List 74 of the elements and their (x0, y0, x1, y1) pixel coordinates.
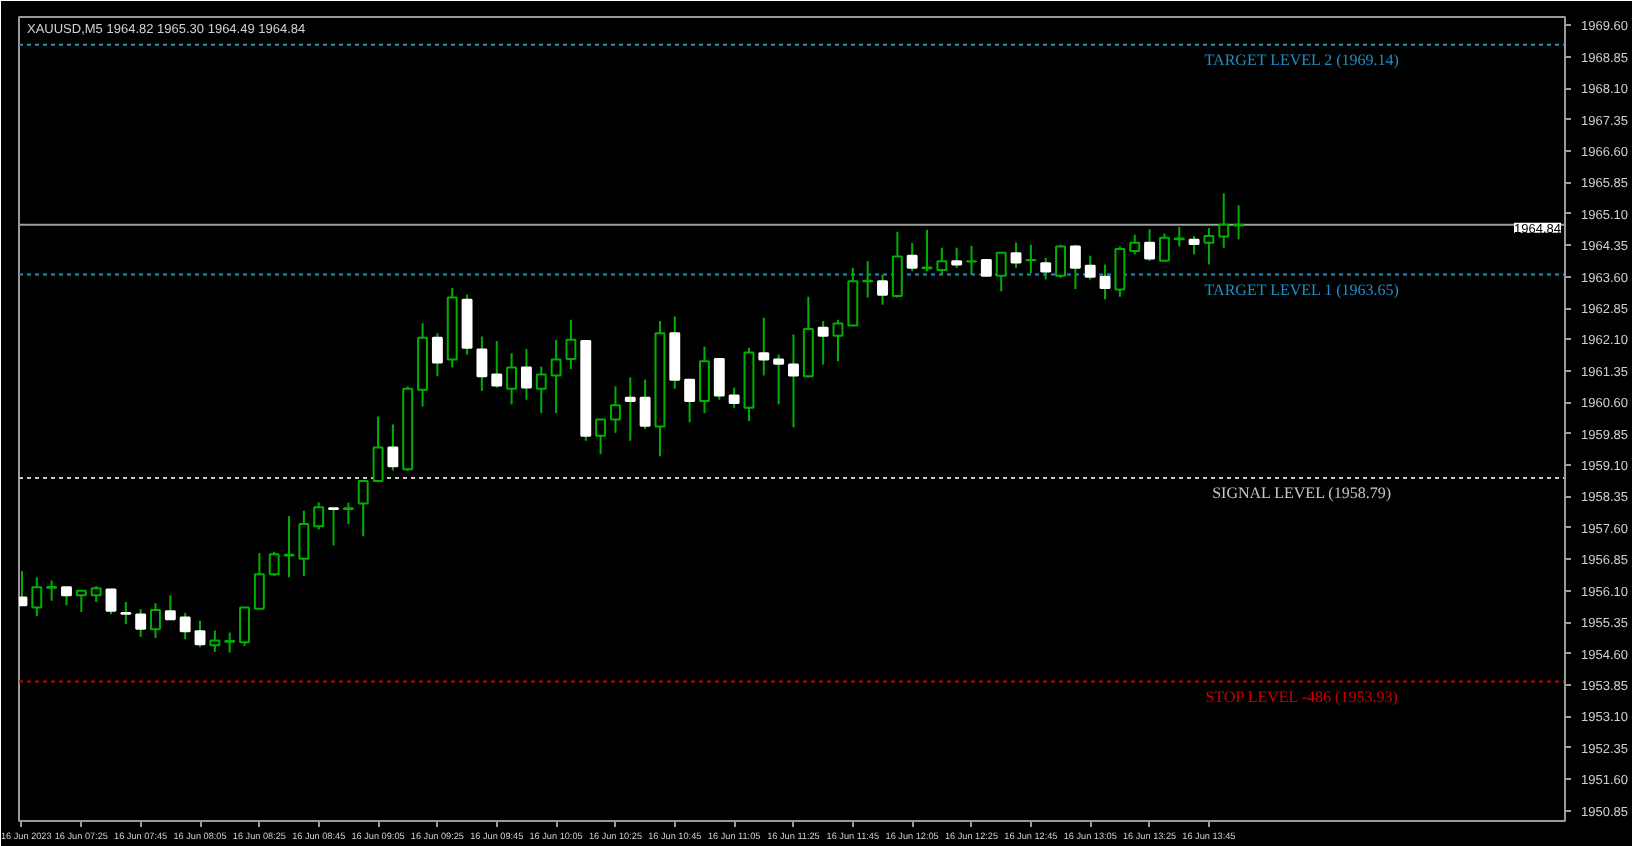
candlestick (298, 509, 310, 578)
candlestick (19, 570, 28, 607)
candlestick (699, 345, 710, 415)
candlestick (491, 340, 503, 389)
candlestick (61, 586, 72, 607)
candlestick (1025, 243, 1037, 275)
candlestick (535, 365, 547, 415)
candlestick (372, 415, 384, 482)
candlestick (1114, 245, 1126, 298)
candlestick (253, 552, 265, 610)
candlestick (105, 588, 117, 616)
candlestick (891, 230, 903, 299)
candlestick (936, 246, 948, 276)
candlestick (239, 606, 250, 647)
ref-line-label: TARGET LEVEL 2 (1969.14) (1204, 50, 1400, 69)
candlestick (802, 295, 814, 379)
candlestick (476, 335, 488, 392)
ref-line-label: SIGNAL LEVEL (1958.79) (1212, 484, 1392, 503)
candlestick (75, 589, 87, 614)
candlestick (1218, 192, 1230, 249)
candlestick (1203, 227, 1215, 266)
candlestick (164, 594, 176, 621)
candlestick (1129, 233, 1141, 256)
candlestick (669, 315, 681, 390)
ref-line-label: STOP LEVEL -486 (1953.93) (1205, 687, 1399, 706)
candlestick (684, 378, 696, 424)
candlestick (773, 353, 785, 406)
candlestick (847, 266, 859, 327)
candlestick (357, 479, 369, 538)
candlestick (328, 506, 339, 547)
candlestick (565, 318, 577, 371)
candlestick (713, 358, 725, 401)
candlestick (862, 260, 874, 299)
candlestick (728, 386, 740, 409)
candlestick (342, 501, 354, 526)
candlestick (431, 332, 443, 378)
candlestick (550, 338, 562, 415)
candlestick (995, 251, 1007, 293)
ref-line-label: TARGET LEVEL 1 (1963.65) (1204, 280, 1400, 299)
candlestick (921, 228, 933, 273)
candlestick (817, 320, 829, 366)
candlestick (120, 600, 132, 626)
candlestick (31, 576, 43, 618)
candlestick (46, 579, 58, 602)
candlestick (268, 550, 280, 578)
candlestick (951, 246, 963, 269)
candlestick (150, 602, 161, 640)
candlestick (966, 244, 977, 276)
candlestick (906, 242, 918, 273)
candlestick (788, 333, 799, 429)
candlestick (1010, 241, 1022, 269)
candlestick (595, 418, 607, 456)
candlestick (609, 385, 621, 434)
candlestick (520, 348, 532, 401)
candlestick (224, 631, 236, 654)
candlestick (1084, 254, 1096, 281)
candlestick (758, 316, 770, 377)
candlestick (283, 515, 295, 579)
candlestick (639, 378, 651, 431)
candlestick (209, 629, 221, 653)
candlestick (877, 273, 888, 306)
candlestick (135, 608, 147, 638)
candlestick (624, 376, 636, 442)
candlestick (1158, 232, 1170, 262)
candlestick (194, 619, 206, 649)
candlestick (1144, 228, 1156, 263)
candlestick (1040, 256, 1052, 281)
candlestick (1069, 243, 1081, 291)
candlestick (1233, 204, 1245, 241)
candlestick (179, 611, 191, 641)
candlestick (1055, 243, 1066, 279)
candlestick (832, 318, 844, 363)
candlestick (313, 501, 325, 531)
candlestick (506, 352, 518, 406)
